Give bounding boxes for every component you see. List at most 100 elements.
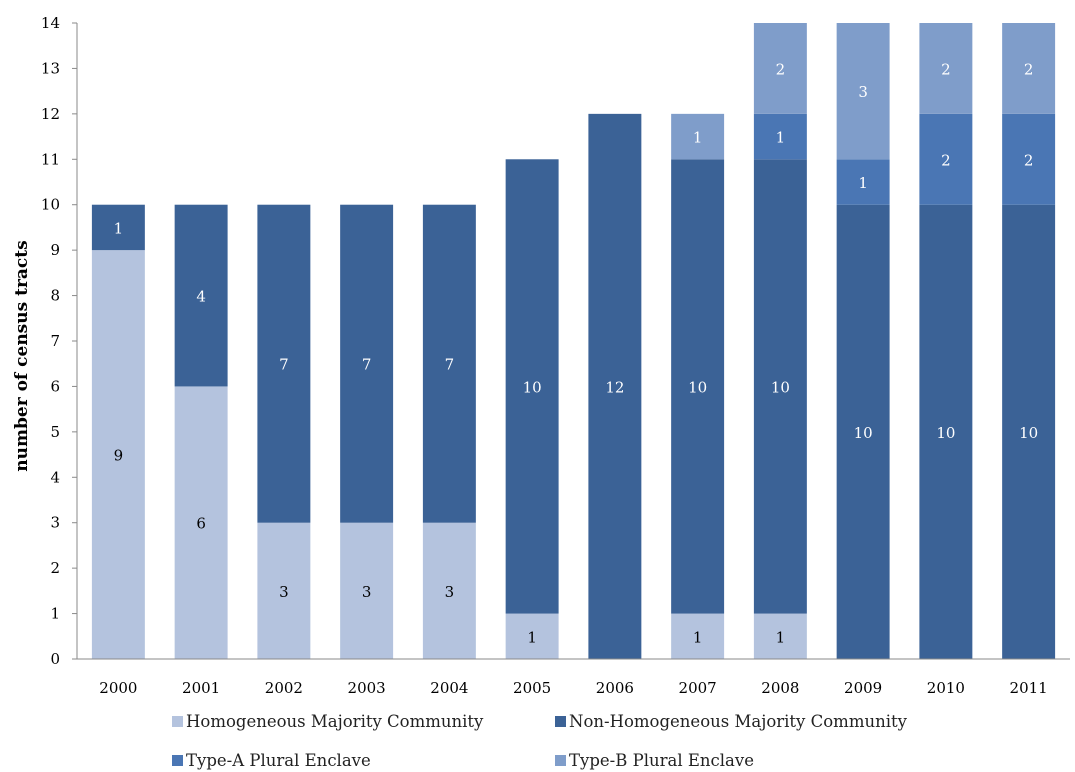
bar-segment — [340, 522, 394, 659]
data-label: 1 — [858, 174, 868, 192]
y-tick-label: 9 — [50, 241, 60, 259]
bar-segment — [753, 159, 807, 614]
y-tick-label: 6 — [50, 377, 60, 395]
x-tick-label: 2005 — [513, 679, 551, 697]
y-tick-label: 4 — [50, 468, 60, 486]
data-label: 2 — [941, 60, 951, 78]
legend-label: Type-A Plural Enclave — [186, 751, 371, 770]
bar-segment — [919, 113, 973, 205]
y-tick-label: 2 — [50, 559, 60, 577]
data-label: 10 — [936, 424, 955, 442]
data-label: 3 — [858, 83, 868, 101]
y-axis-label: number of census tracts — [12, 240, 32, 471]
bar-segment — [257, 204, 311, 523]
bar-segment — [753, 113, 807, 160]
y-tick-label: 10 — [41, 196, 60, 214]
x-tick-label: 2011 — [1010, 679, 1048, 697]
data-label: 2 — [1024, 60, 1034, 78]
legend-label: Homogeneous Majority Community — [186, 712, 484, 731]
bar-segment — [753, 23, 807, 114]
x-tick-label: 2003 — [348, 679, 386, 697]
y-tick-label: 3 — [50, 514, 60, 532]
x-tick-label: 2008 — [761, 679, 799, 697]
x-tick-label: 2007 — [679, 679, 717, 697]
data-label: 10 — [688, 378, 707, 396]
data-label: 1 — [776, 628, 786, 646]
bar-segment — [422, 204, 476, 523]
data-label: 9 — [114, 447, 124, 465]
bar-segment — [671, 113, 725, 160]
y-tick-label: 1 — [50, 605, 60, 623]
data-label: 1 — [693, 129, 703, 147]
bar-segment — [257, 522, 311, 659]
x-tick-label: 2001 — [182, 679, 220, 697]
x-tick-label: 2006 — [596, 679, 634, 697]
legend-label: Non-Homogeneous Majority Community — [569, 712, 907, 731]
bar-segment — [836, 159, 890, 205]
data-label: 6 — [196, 515, 206, 533]
bar-segment — [340, 204, 394, 523]
data-label: 10 — [854, 424, 873, 442]
data-label: 2 — [941, 151, 951, 169]
data-label: 1 — [693, 628, 703, 646]
bar-segment — [1002, 113, 1056, 205]
legend-item-non-homogeneous: Non-Homogeneous Majority Community — [555, 712, 907, 731]
bar-segment — [174, 204, 228, 387]
bar-segment — [505, 159, 559, 614]
bar-segment — [919, 204, 973, 659]
bar-segment — [505, 613, 559, 659]
y-tick-label: 7 — [50, 332, 60, 350]
bar-segment — [91, 250, 145, 659]
data-label: 2 — [1024, 151, 1034, 169]
x-axis: 2000 2001 2002 2003 2004 2005 2006 2007 2008 2009… — [77, 658, 1070, 697]
y-tick-label: 12 — [41, 105, 60, 123]
data-label: 12 — [605, 378, 624, 396]
data-label: 1 — [114, 219, 124, 237]
data-label: 3 — [279, 583, 289, 601]
bar-segment — [174, 386, 228, 659]
x-tick-label: 2004 — [430, 679, 468, 697]
data-label: 3 — [445, 583, 455, 601]
y-tick-label: 14 — [41, 14, 60, 32]
legend-item-homogeneous: Homogeneous Majority Community — [172, 712, 483, 731]
data-label: 7 — [279, 356, 289, 374]
bar-segment — [836, 204, 890, 659]
legend-swatch — [555, 716, 566, 727]
legend-swatch — [172, 755, 183, 766]
x-tick-label: 2009 — [844, 679, 882, 697]
data-label: 1 — [527, 628, 537, 646]
data-label: 2 — [776, 60, 786, 78]
data-label: 4 — [196, 288, 206, 306]
y-tick-label: 8 — [50, 287, 60, 305]
data-label: 10 — [1019, 424, 1038, 442]
data-label: 7 — [362, 356, 372, 374]
bar-segment — [422, 522, 476, 659]
bar-segment — [91, 204, 145, 251]
bar-segment — [753, 613, 807, 659]
y-tick-label: 0 — [50, 650, 60, 668]
x-tick-label: 2002 — [265, 679, 303, 697]
legend-item-type-a: Type-A Plural Enclave — [172, 751, 371, 770]
bar-segment — [588, 113, 642, 660]
legend-swatch — [555, 755, 566, 766]
bar-segment — [1002, 23, 1056, 114]
legend-swatch — [172, 716, 183, 727]
data-label: 10 — [523, 378, 542, 396]
data-label: 1 — [776, 129, 786, 147]
bar-segment — [671, 613, 725, 659]
bar-segment — [919, 23, 973, 114]
bar-segment — [1002, 204, 1056, 659]
data-label: 10 — [771, 378, 790, 396]
legend-label: Type-B Plural Enclave — [569, 751, 754, 770]
y-tick-label: 11 — [41, 150, 60, 168]
x-tick-label: 2010 — [927, 679, 965, 697]
y-tick-label: 5 — [50, 423, 60, 441]
data-label: 7 — [445, 356, 455, 374]
y-tick-label: 13 — [41, 59, 60, 77]
data-label: 3 — [362, 583, 372, 601]
bar-segment — [671, 159, 725, 614]
legend-item-type-b: Type-B Plural Enclave — [555, 751, 754, 770]
